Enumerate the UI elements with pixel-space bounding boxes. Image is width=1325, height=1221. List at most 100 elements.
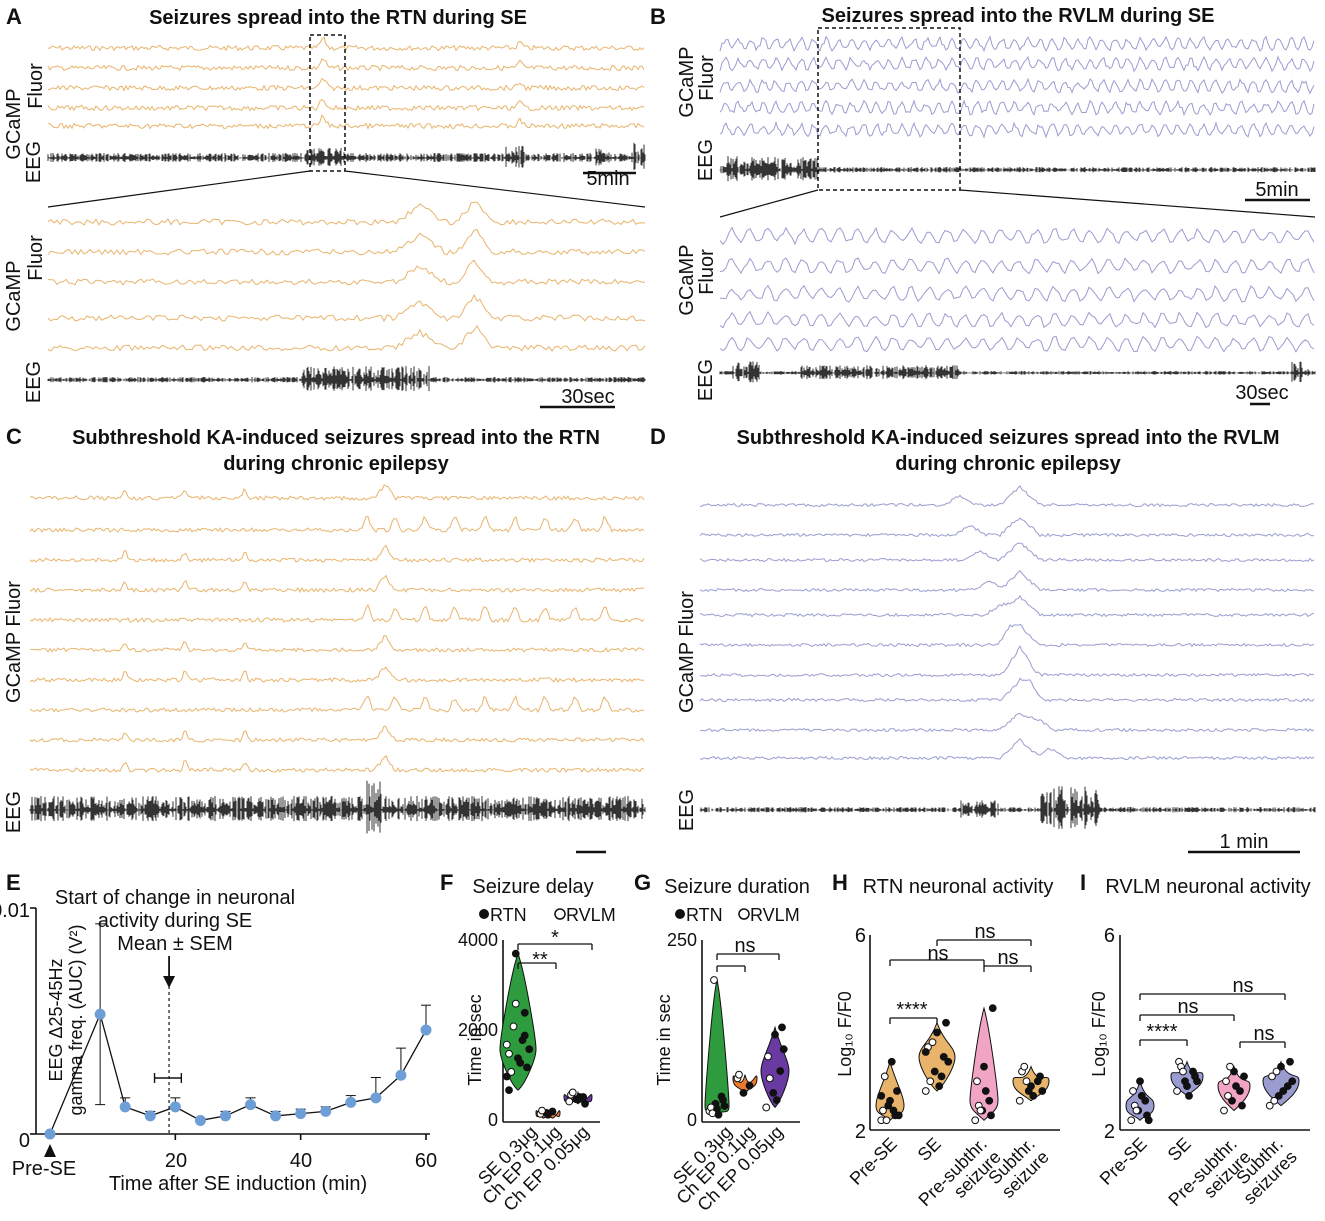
panel-i-data-point — [1230, 1067, 1238, 1076]
panel-g-data-point — [714, 1110, 723, 1119]
panel-b-eeg-trace — [719, 156, 1316, 182]
panel-h-data-point — [942, 1018, 950, 1027]
panel-h-data-point — [981, 1087, 990, 1095]
panel-h-data-point — [1020, 1062, 1029, 1071]
panel-e-annotation-2: activity during SE — [98, 910, 253, 932]
panel-g-data-point — [710, 976, 718, 984]
panel-i-data-point — [1238, 1101, 1246, 1110]
panel-i-data-point — [1137, 1091, 1146, 1100]
panel-f-data-point — [544, 1110, 552, 1119]
panel-b-zoom-line-left — [719, 189, 819, 218]
panel-i-xtick-1: SE — [1164, 1134, 1195, 1165]
panel-i-data-point — [1268, 1072, 1276, 1081]
panel-i-data-point — [1193, 1077, 1201, 1086]
panel-f-data-point — [575, 1093, 584, 1101]
panel-a-gcamp-trace-zoom — [47, 324, 646, 352]
panel-h-data-point — [1015, 1096, 1024, 1105]
panel-h-ytick-6: 6 — [855, 925, 866, 947]
panel-e-data-point — [395, 1069, 407, 1081]
panel-c-gcamp-trace — [29, 754, 645, 773]
panel-i-data-point — [1132, 1106, 1141, 1115]
panel-f-data-point — [502, 1040, 511, 1049]
panel-h-data-point — [1029, 1091, 1038, 1100]
panel-i-ytick-2: 2 — [1104, 1121, 1115, 1143]
panel-g-violin — [760, 1025, 790, 1109]
panel-h-data-point — [937, 1072, 946, 1081]
panel-e-marker-arrow — [163, 976, 176, 988]
panel-b-gcamp-trace — [719, 55, 1315, 73]
panel-e-data-point — [420, 1024, 432, 1036]
panel-e-data-point — [295, 1108, 307, 1120]
panel-h-data-point — [1027, 1082, 1035, 1091]
panel-g-data-point — [771, 1030, 779, 1039]
panel-b-ylabel-gcamp-zoom: GCaMP — [676, 244, 698, 315]
panel-a-gcamp-trace — [47, 58, 645, 72]
panel-h-data-point — [921, 1087, 930, 1095]
panel-d-gcamp-trace — [699, 737, 1315, 761]
panel-g-legend-rvlm: RVLM — [750, 905, 800, 925]
panel-i-data-point — [1270, 1096, 1279, 1105]
panel-h-data-point — [930, 1067, 939, 1076]
panel-c-gcamp-trace — [29, 634, 645, 653]
panel-h-data-point — [886, 1096, 894, 1105]
panel-h-data-point — [988, 1004, 997, 1013]
panel-i-ytick-6: 6 — [1104, 925, 1115, 947]
panel-h-data-point — [880, 1072, 889, 1081]
panel-d-ylabel-gcamp: GCaMP Fluor — [676, 591, 698, 713]
panel-h-ylabel: Log₁₀ F/F0 — [835, 991, 855, 1077]
panel-b-gcamp-trace-zoom — [719, 257, 1315, 275]
panel-a-zoom-line-left — [47, 170, 311, 208]
panel-i-data-point — [1185, 1091, 1193, 1100]
panel-f-ytick-4000: 4000 — [458, 930, 498, 950]
panel-f-data-point — [568, 1088, 577, 1097]
panel-f-data-point — [520, 1031, 529, 1040]
panel-f-sig-1: ** — [532, 949, 548, 971]
panel-a-zoom-box — [309, 34, 346, 172]
panel-f-legend-rtn: RTN — [490, 905, 527, 925]
panel-e-data-point — [245, 1099, 257, 1111]
panel-h-data-point — [1036, 1072, 1044, 1081]
panel-c-gcamp-trace — [29, 484, 645, 501]
panel-i-sig-a: **** — [1146, 1021, 1177, 1043]
panel-a-label: A — [6, 4, 22, 29]
panel-h-data-point — [894, 1111, 903, 1120]
panel-g-ytick-0: 0 — [687, 1110, 697, 1130]
panel-f-data-point — [509, 1022, 518, 1031]
trace-layer — [29, 27, 1316, 1157]
panel-f-legend-rvlm-marker — [554, 908, 566, 920]
panel-g-sig: ns — [734, 935, 755, 957]
panel-h-data-point — [882, 1116, 891, 1125]
panel-f-data-point — [507, 1068, 516, 1076]
panel-f-label: F — [440, 870, 453, 895]
panel-d-label: D — [650, 424, 666, 449]
panel-b-gcamp-trace-zoom — [719, 226, 1315, 246]
panel-b-ylabel-gcamp: GCaMP — [676, 46, 698, 117]
panel-f-data-point — [520, 1008, 529, 1017]
panel-i-data-point — [1277, 1062, 1285, 1071]
panel-e-ytick-bottom: 0 — [19, 1130, 30, 1152]
panel-h-label: H — [832, 870, 848, 895]
panel-i-data-point — [1265, 1101, 1274, 1110]
panel-c-gcamp-trace — [29, 544, 645, 563]
panel-b-scale-top: 5min — [1255, 179, 1298, 201]
panel-e-data-point — [94, 1008, 106, 1020]
panel-h-data-point — [926, 1077, 935, 1086]
panel-h-data-point — [971, 1116, 980, 1125]
panel-f-data-point — [516, 1058, 525, 1067]
panel-i-violin — [1262, 1060, 1300, 1107]
panel-e-data-point — [219, 1110, 231, 1122]
panel-f-data-point — [538, 1106, 546, 1115]
panel-b-zoom-line-right — [959, 189, 1316, 218]
panel-d-gcamp-trace — [699, 594, 1315, 618]
panel-h-xtick-1: SE — [914, 1134, 945, 1165]
panel-i-data-point — [1179, 1067, 1187, 1076]
panel-a-gcamp-trace — [47, 98, 645, 112]
panel-b-gcamp-trace-zoom — [719, 310, 1315, 329]
panel-i-data-point — [1136, 1077, 1144, 1086]
panel-g-ylabel: Time in sec — [654, 994, 674, 1085]
panel-f-data-point — [511, 999, 520, 1008]
panel-e-data-point — [370, 1092, 382, 1104]
panel-a-scale-bottom: 30sec — [561, 386, 614, 408]
panel-a-gcamp-trace — [48, 77, 645, 92]
